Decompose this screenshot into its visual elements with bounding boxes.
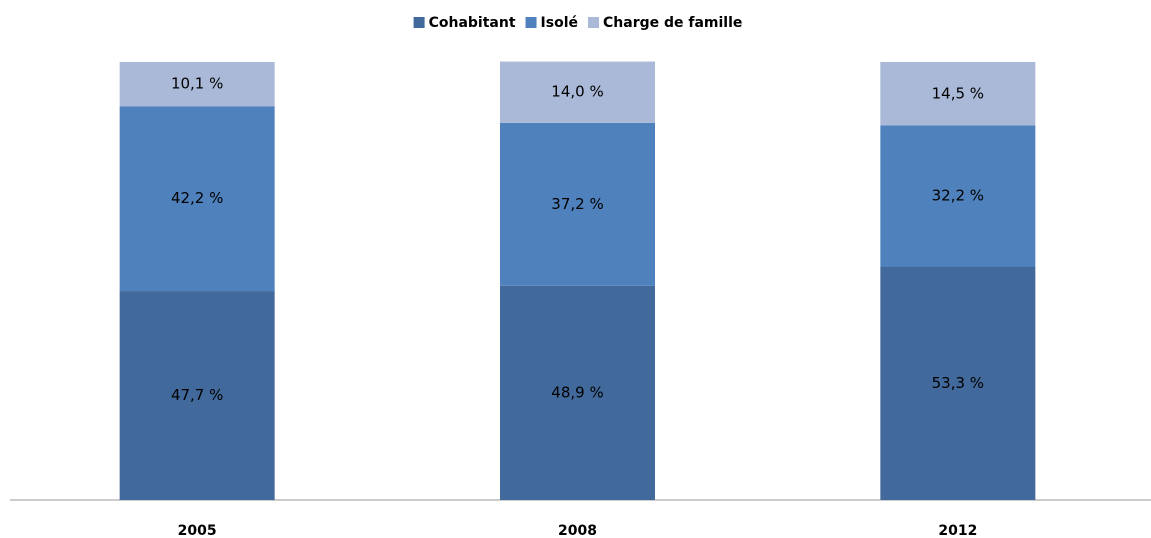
- legend: Cohabitant Isolé Charge de famille: [413, 15, 742, 31]
- bar-segment: [880, 62, 1036, 126]
- x-tick-label: 2005: [178, 523, 217, 538]
- legend-label: Cohabitant: [429, 15, 516, 31]
- legend-label: Isolé: [541, 15, 578, 31]
- bar-segment: [500, 122, 655, 286]
- data-label: 42,2 %: [171, 189, 223, 207]
- data-label: 47,7 %: [171, 386, 223, 404]
- bar-segment: [119, 106, 275, 292]
- legend-label: Charge de famille: [603, 15, 742, 31]
- bar-segment: [880, 125, 1036, 267]
- data-label: 32,2 %: [932, 187, 984, 205]
- bar-segment: [119, 62, 275, 107]
- data-label: 37,2 %: [551, 195, 603, 213]
- legend-swatch: [525, 17, 537, 28]
- data-label: 14,0 %: [551, 83, 603, 101]
- data-label: 48,9 %: [551, 383, 603, 401]
- legend-swatch: [588, 17, 599, 28]
- bar-segment: [500, 285, 655, 500]
- data-label: 53,3 %: [932, 374, 984, 392]
- bar-segment: [119, 291, 275, 500]
- bar-segment: [880, 266, 1036, 500]
- x-tick-label: 2012: [938, 523, 977, 538]
- bar-segment: [500, 61, 655, 123]
- x-tick-label: 2008: [558, 523, 597, 538]
- legend-swatch: [413, 17, 425, 28]
- data-label: 14,5 %: [932, 84, 984, 102]
- data-label: 10,1 %: [171, 75, 223, 93]
